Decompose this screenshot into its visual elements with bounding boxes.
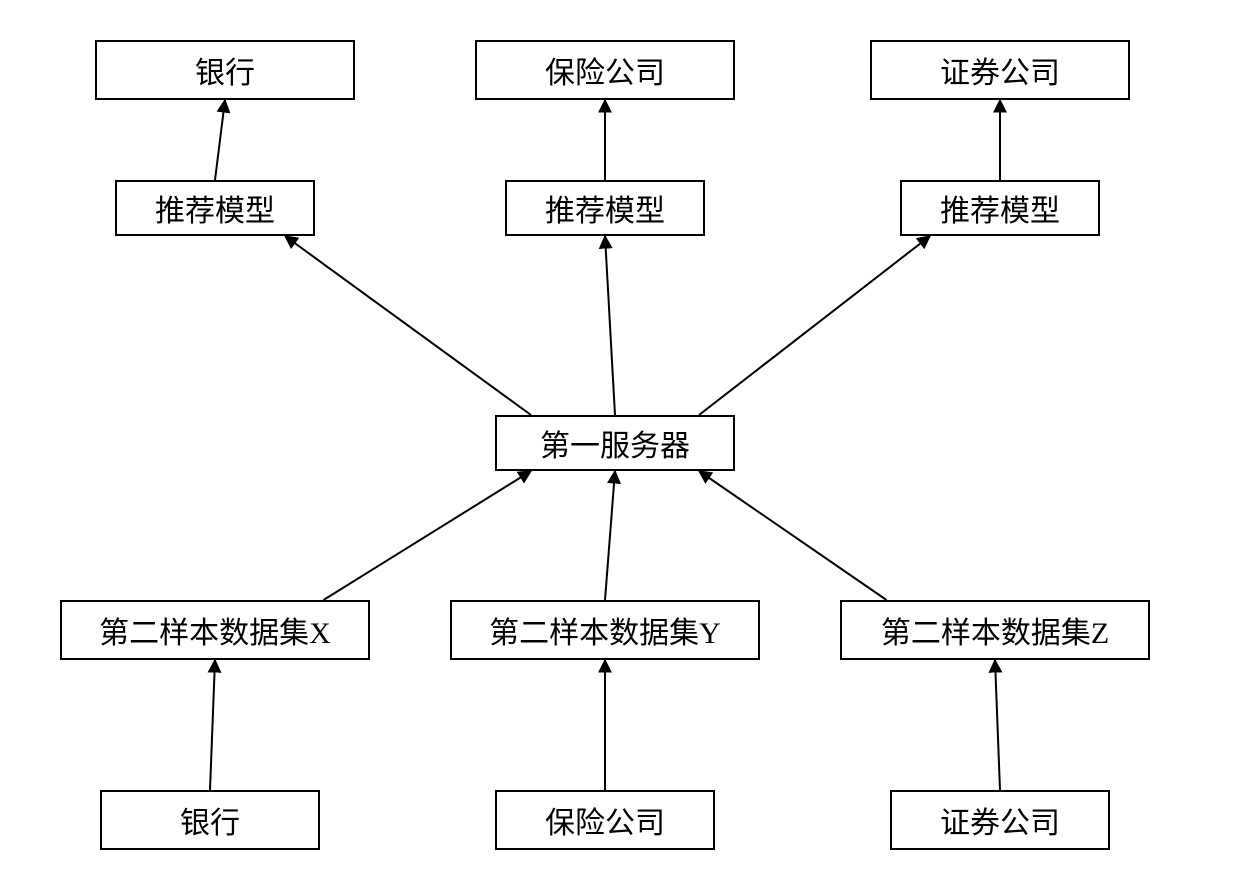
node-bot-ins: 保险公司 xyxy=(495,790,715,850)
node-model-sec: 推荐模型 xyxy=(900,180,1100,236)
node-ds-y: 第二样本数据集Y xyxy=(450,600,760,660)
node-top-bank: 银行 xyxy=(95,40,355,100)
node-model-ins: 推荐模型 xyxy=(505,180,705,236)
node-ds-x: 第二样本数据集X xyxy=(60,600,370,660)
node-server: 第一服务器 xyxy=(495,415,735,471)
node-bot-sec: 证券公司 xyxy=(890,790,1110,850)
node-ds-z: 第二样本数据集Z xyxy=(840,600,1150,660)
node-top-sec: 证券公司 xyxy=(870,40,1130,100)
node-bot-bank: 银行 xyxy=(100,790,320,850)
node-top-ins: 保险公司 xyxy=(475,40,735,100)
node-model-bank: 推荐模型 xyxy=(115,180,315,236)
